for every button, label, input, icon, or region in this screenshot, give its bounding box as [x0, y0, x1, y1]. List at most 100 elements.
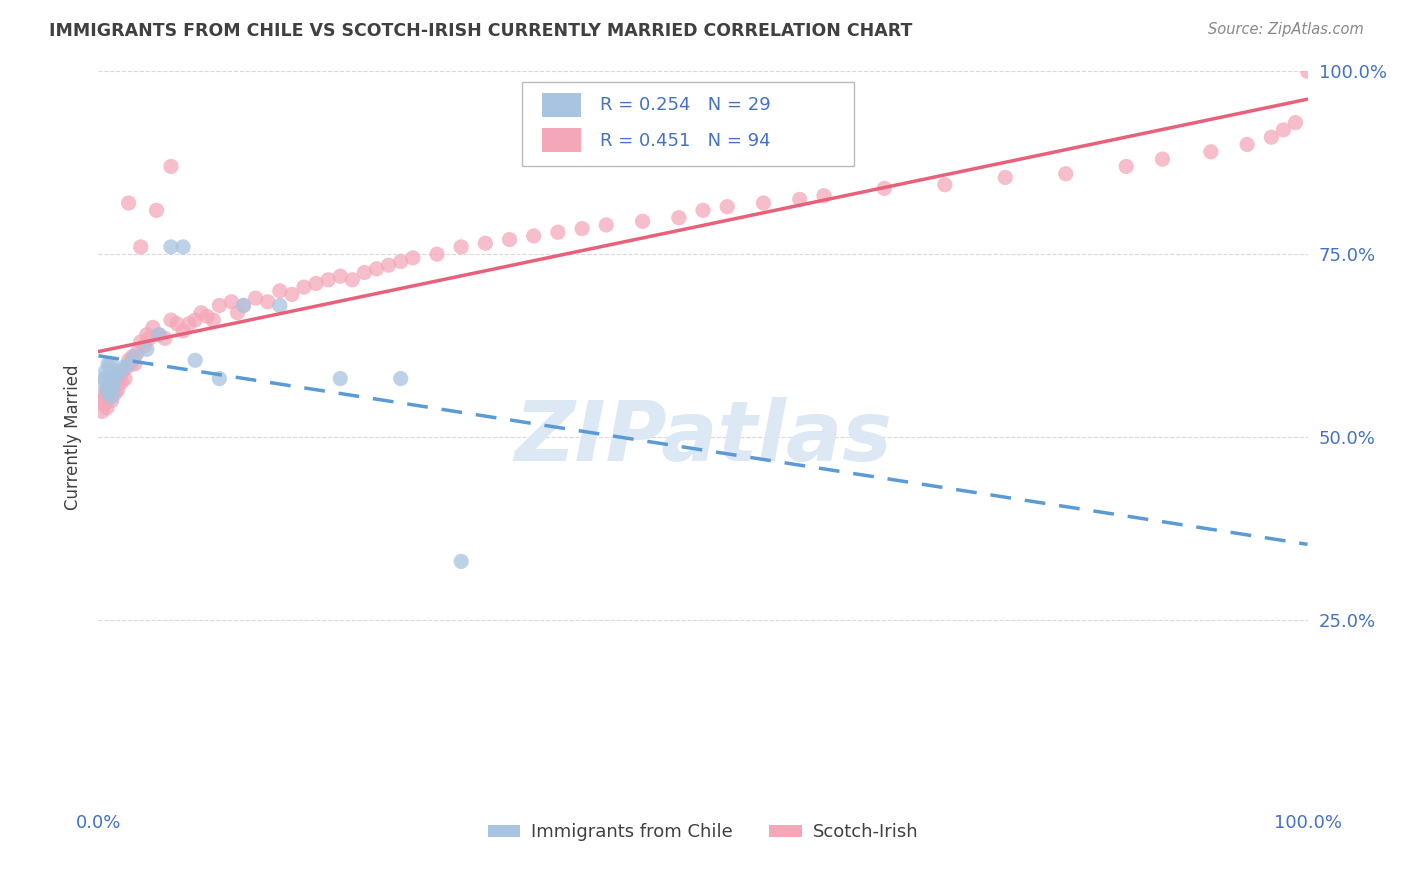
Point	[752, 196, 775, 211]
Point	[100, 357, 122, 371]
Point	[129, 240, 152, 254]
Point	[1296, 64, 1319, 78]
Point	[138, 331, 160, 345]
Point	[353, 266, 375, 280]
Point	[124, 357, 146, 371]
Point	[124, 350, 146, 364]
Point	[1272, 123, 1295, 137]
Text: ZIPatlas: ZIPatlas	[515, 397, 891, 477]
Point	[426, 247, 449, 261]
Point	[873, 181, 896, 195]
Point	[523, 228, 546, 243]
Point	[142, 320, 165, 334]
Point	[100, 379, 122, 393]
Point	[595, 218, 617, 232]
Point	[692, 203, 714, 218]
Point	[256, 294, 278, 309]
Point	[571, 221, 593, 235]
Point	[1115, 160, 1137, 174]
Text: R = 0.451   N = 94: R = 0.451 N = 94	[600, 132, 770, 150]
Y-axis label: Currently Married: Currently Married	[65, 364, 83, 510]
Point	[184, 313, 207, 327]
Point	[1152, 152, 1174, 166]
Point	[172, 240, 194, 254]
Point	[498, 233, 520, 247]
Point	[118, 357, 141, 371]
Point	[97, 357, 120, 371]
Point	[105, 376, 128, 390]
Point	[118, 353, 141, 368]
Point	[208, 371, 231, 385]
Point	[281, 287, 304, 301]
Point	[160, 240, 183, 254]
Point	[329, 269, 352, 284]
Point	[166, 317, 188, 331]
Point	[108, 371, 131, 385]
Point	[1236, 137, 1258, 152]
Text: IMMIGRANTS FROM CHILE VS SCOTCH-IRISH CURRENTLY MARRIED CORRELATION CHART: IMMIGRANTS FROM CHILE VS SCOTCH-IRISH CU…	[49, 22, 912, 40]
Point	[120, 357, 142, 371]
Point	[108, 364, 131, 378]
Point	[1284, 115, 1306, 129]
Point	[668, 211, 690, 225]
FancyBboxPatch shape	[522, 82, 855, 167]
Point	[135, 327, 157, 342]
Point	[179, 317, 201, 331]
Point	[631, 214, 654, 228]
Point	[96, 383, 118, 397]
Point	[121, 350, 143, 364]
Point	[160, 313, 183, 327]
Point	[105, 368, 128, 382]
Point	[1199, 145, 1222, 159]
Point	[245, 291, 267, 305]
Point	[316, 273, 339, 287]
Point	[329, 371, 352, 385]
Bar	[543, 94, 581, 118]
Point	[96, 383, 118, 397]
Point	[934, 178, 956, 192]
Point	[172, 324, 194, 338]
Point	[135, 343, 157, 357]
Point	[226, 306, 249, 320]
Point	[91, 404, 114, 418]
Point	[305, 277, 328, 291]
Point	[389, 371, 412, 385]
Point	[195, 310, 218, 324]
Point	[100, 386, 122, 401]
Point	[104, 386, 127, 401]
Point	[103, 376, 125, 390]
Point	[103, 376, 125, 390]
Point	[97, 390, 120, 404]
Point	[202, 313, 225, 327]
Legend: Immigrants from Chile, Scotch-Irish: Immigrants from Chile, Scotch-Irish	[481, 816, 925, 848]
Point	[813, 188, 835, 202]
Point	[101, 383, 124, 397]
Point	[98, 379, 121, 393]
Point	[450, 554, 472, 568]
Point	[1260, 130, 1282, 145]
Point	[93, 397, 115, 411]
Point	[91, 393, 114, 408]
Point	[97, 379, 120, 393]
Point	[107, 383, 129, 397]
Point	[96, 401, 118, 415]
Point	[547, 225, 569, 239]
Point	[110, 376, 132, 390]
Text: R = 0.254   N = 29: R = 0.254 N = 29	[600, 96, 770, 114]
Point	[97, 386, 120, 401]
Point	[153, 331, 176, 345]
Point	[100, 364, 122, 378]
Point	[93, 371, 115, 385]
Point	[111, 360, 134, 375]
Point	[208, 298, 231, 312]
Point	[292, 280, 315, 294]
Point	[366, 261, 388, 276]
Point	[450, 240, 472, 254]
Point	[100, 390, 122, 404]
Point	[148, 327, 170, 342]
Point	[789, 193, 811, 207]
Point	[269, 284, 291, 298]
Point	[148, 327, 170, 342]
Point	[389, 254, 412, 268]
Text: Source: ZipAtlas.com: Source: ZipAtlas.com	[1208, 22, 1364, 37]
